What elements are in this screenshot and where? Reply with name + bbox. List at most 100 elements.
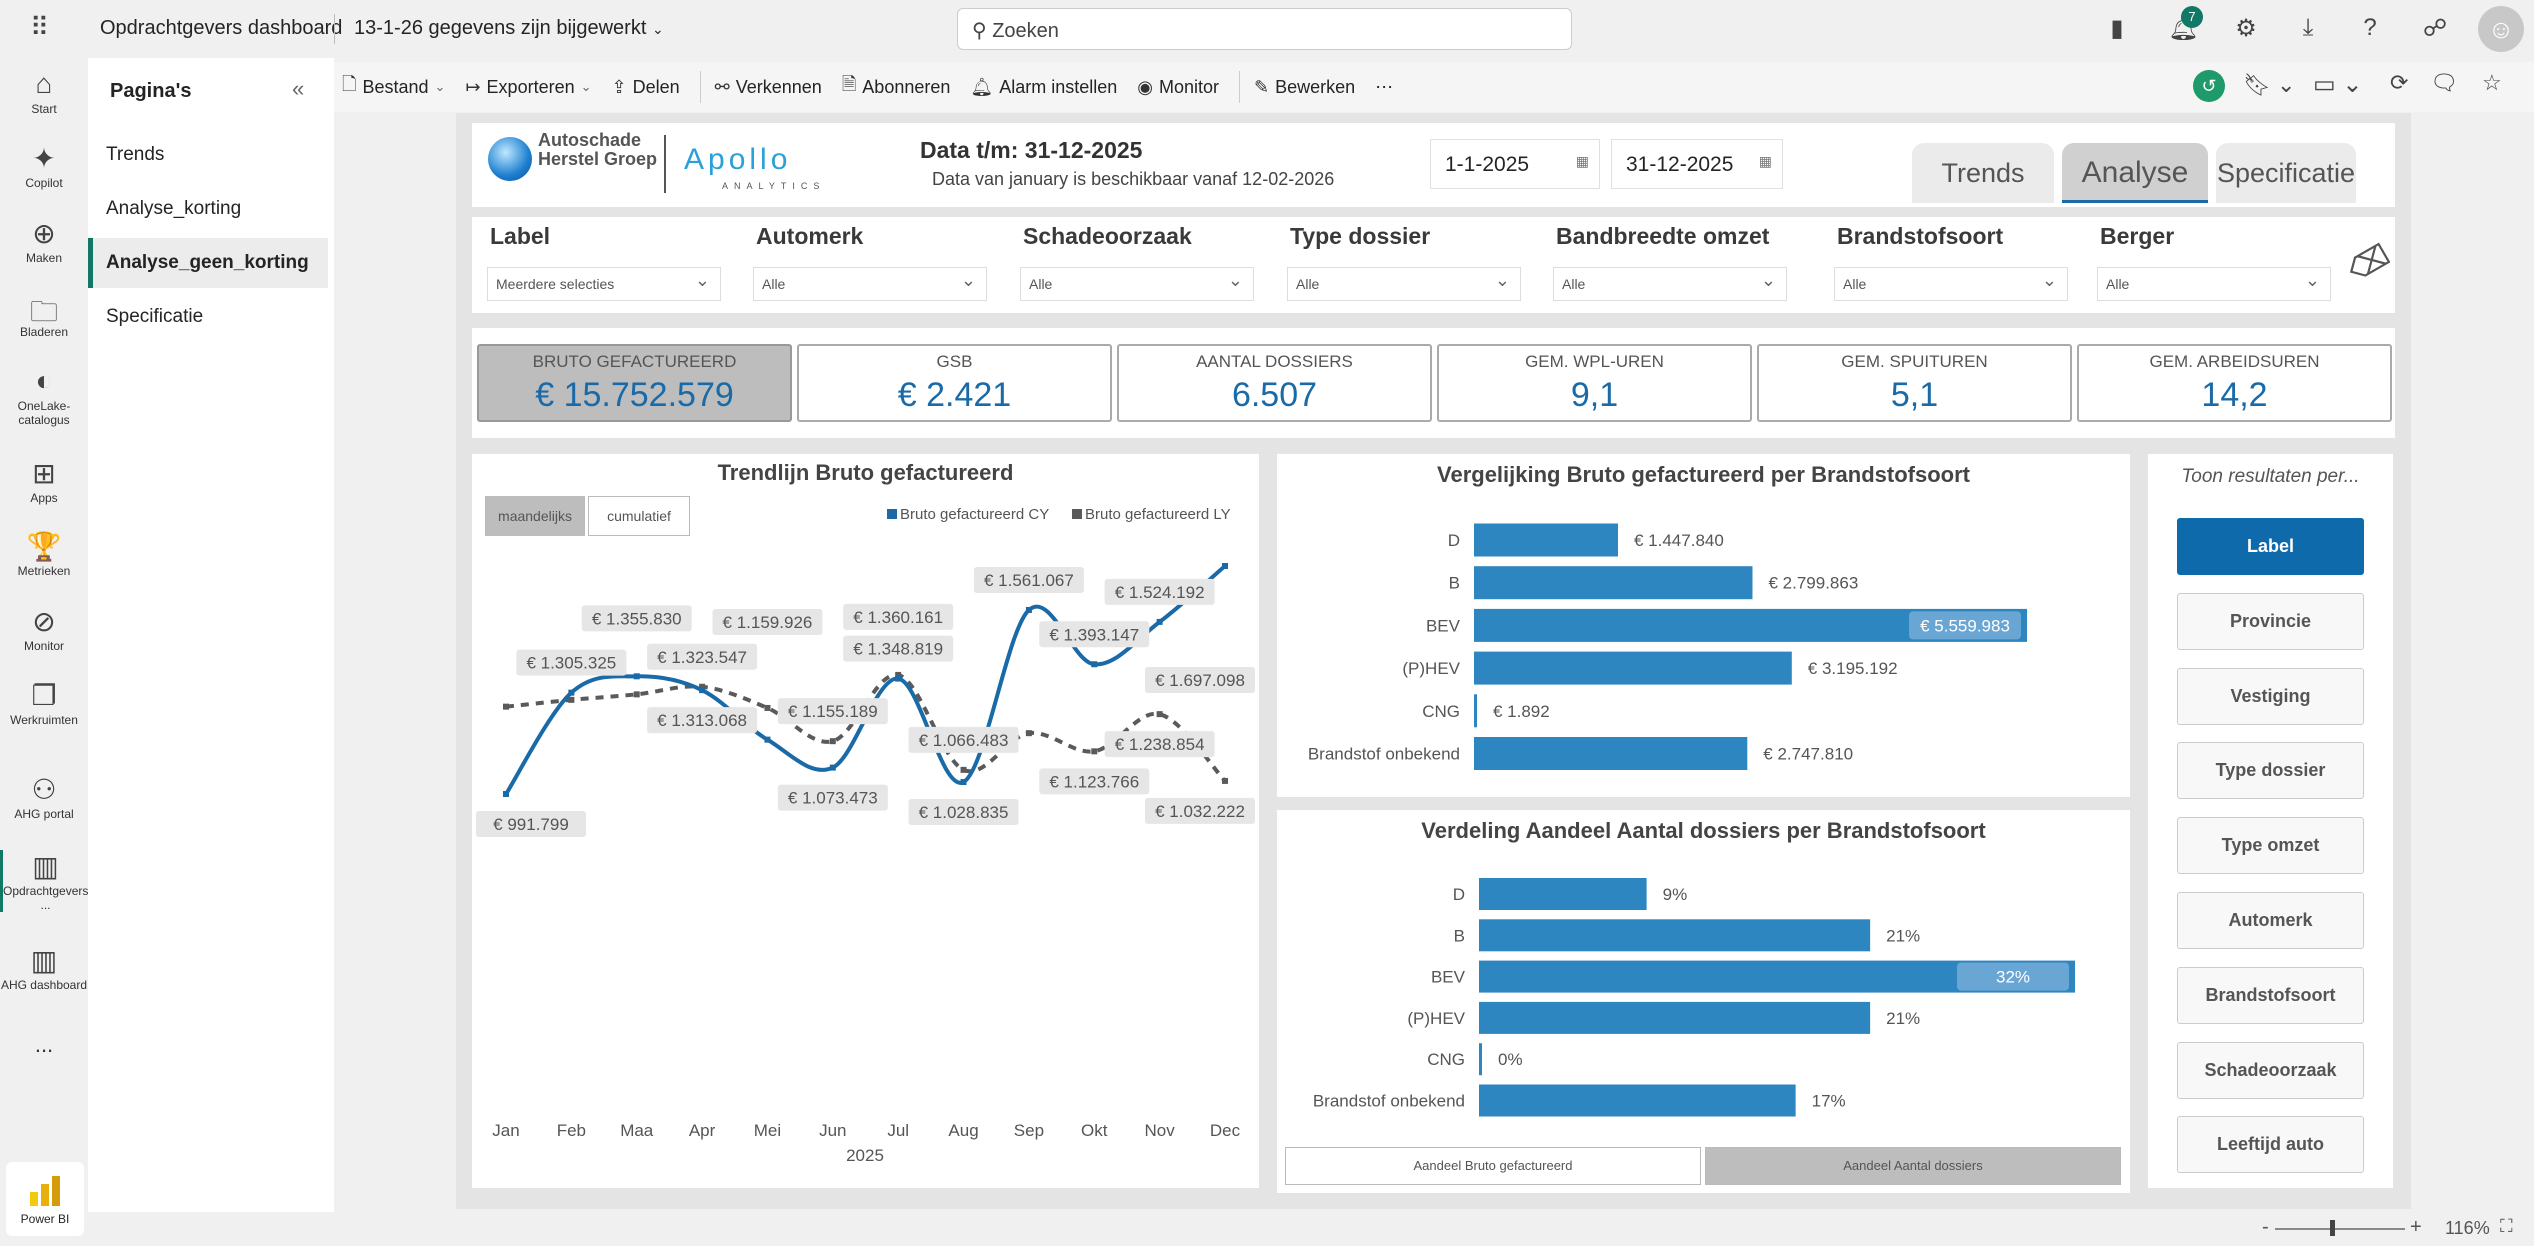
collapse-icon[interactable]: « <box>292 76 305 101</box>
search-input[interactable]: ⚲ Zoeken <box>957 8 1572 50</box>
rail-item-opdrachtgevers-[interactable]: ▥ Opdrachtgevers ... <box>0 850 88 913</box>
zoom-in-button[interactable]: + <box>2410 1216 2422 1238</box>
rail-item-metrieken[interactable]: 🏆 Metrieken <box>0 530 88 578</box>
group-by-automerk-button[interactable]: Automerk <box>2177 892 2364 949</box>
slicer-dropdown-label[interactable]: Meerdere selecties ⌄ <box>487 267 721 301</box>
group-by-type-dossier-button[interactable]: Type dossier <box>2177 742 2364 800</box>
avatar[interactable]: ☺ <box>2478 6 2524 52</box>
slicer-dropdown-automerk[interactable]: Alle ⌄ <box>753 267 987 301</box>
group-by-type-omzet-button[interactable]: Type omzet <box>2177 817 2364 875</box>
tab-specificatie[interactable]: Specificatie <box>2216 143 2356 203</box>
slicer-dropdown-schadeoorzaak[interactable]: Alle ⌄ <box>1020 267 1254 301</box>
toggle-maandelijks[interactable]: maandelijks <box>485 496 585 536</box>
toolbar-verkennen-button[interactable]: ⚯ Verkennen <box>715 77 822 98</box>
app-title[interactable]: Opdrachtgevers dashboard <box>100 17 343 39</box>
bar[interactable] <box>1474 737 1748 770</box>
rail-item-ahg-dashboard[interactable]: ▥ AHG dashboard <box>0 944 88 992</box>
refresh-icon[interactable]: ⟳ <box>2390 70 2409 95</box>
download-icon[interactable]: ⤓ <box>2302 14 2314 41</box>
group-by-label-button[interactable]: Label <box>2177 518 2364 575</box>
more-options-icon[interactable]: ⋯ <box>1375 76 1394 97</box>
help-icon[interactable]: ? <box>2363 14 2377 41</box>
data-point[interactable] <box>503 703 509 710</box>
page-item[interactable]: Trends <box>106 144 165 165</box>
toggle-aandeel-bruto[interactable]: Aandeel Bruto gefactureerd <box>1285 1147 1701 1185</box>
date-to-input[interactable]: 31-12-2025 ▦ <box>1611 139 1783 189</box>
bar[interactable] <box>1474 651 1792 685</box>
gear-icon[interactable]: ⚙ <box>2235 15 2257 42</box>
slicer-dropdown-berger[interactable]: Alle ⌄ <box>2097 267 2331 301</box>
data-point[interactable] <box>764 704 771 711</box>
data-point[interactable] <box>960 779 967 786</box>
group-by-leeftijd-auto-button[interactable]: Leeftijd auto <box>2177 1116 2364 1174</box>
kpi-gem-spuituren[interactable]: GEM. SPUITUREN 5,1 <box>1757 344 2072 422</box>
rail-item-onelake-catalogus[interactable]: ◐ OneLake-catalogus <box>0 365 88 427</box>
data-point[interactable] <box>633 673 640 680</box>
panel-toggle-icon[interactable]: ▮ <box>2110 15 2124 42</box>
toolbar-bewerken-button[interactable]: ✎ Bewerken <box>1254 77 1355 98</box>
zoom-slider-handle[interactable] <box>2330 1220 2335 1236</box>
zoom-slider[interactable] <box>2275 1228 2405 1230</box>
page-item[interactable]: Specificatie <box>106 306 204 327</box>
tab-trends[interactable]: Trends <box>1912 143 2054 203</box>
toolbar-exporteren-button[interactable]: ↦ Exporteren ⌄ <box>465 77 591 98</box>
data-point[interactable] <box>895 671 902 678</box>
rail-item-copilot[interactable]: ✦ Copilot <box>0 142 88 190</box>
comment-icon[interactable]: 🗨︎ <box>2430 70 2458 95</box>
data-point[interactable] <box>1222 563 1228 569</box>
data-point[interactable] <box>829 764 836 771</box>
feedback-icon[interactable]: ☍ <box>2422 15 2448 42</box>
view-icon[interactable]: ▭ ⌄ <box>2313 71 2363 98</box>
rail-item-start[interactable]: ⌂ Start <box>0 68 88 116</box>
update-status[interactable]: 13-1-26 gegevens zijn bijgewerkt ⌄ <box>354 17 664 40</box>
toolbar-bestand-button[interactable]: 🗋 Bestand ⌄ <box>342 72 445 102</box>
rail-item-monitor[interactable]: ⊘ Monitor <box>0 605 88 653</box>
data-point[interactable] <box>699 683 706 690</box>
page-item[interactable]: Analyse_geen_korting <box>88 238 328 288</box>
tab-analyse[interactable]: Analyse <box>2062 143 2208 203</box>
group-by-brandstofsoort-button[interactable]: Brandstofsoort <box>2177 966 2364 1024</box>
bar[interactable] <box>1474 523 1619 557</box>
data-point[interactable] <box>960 766 967 773</box>
data-point[interactable] <box>829 738 836 745</box>
data-point[interactable] <box>699 687 706 694</box>
kpi-aantal-dossiers[interactable]: AANTAL DOSSIERS 6.507 <box>1117 344 1432 422</box>
data-point[interactable] <box>1091 748 1098 755</box>
rail-item-werkruimten[interactable]: ❐ Werkruimten <box>0 679 88 727</box>
rail-item-bladeren[interactable]: 🗀 Bladeren <box>0 291 88 339</box>
kpi-bruto-gefactureerd[interactable]: BRUTO GEFACTUREERD € 15.752.579 <box>477 344 792 422</box>
data-point[interactable] <box>1025 730 1032 737</box>
toolbar-delen-button[interactable]: ⇪ Delen <box>612 77 680 98</box>
slicer-dropdown-brandstofsoort[interactable]: Alle ⌄ <box>1834 267 2068 301</box>
bar[interactable] <box>1479 919 1871 952</box>
rail-item-maken[interactable]: ⊕ Maken <box>0 217 88 265</box>
page-item[interactable]: Analyse_korting <box>106 198 242 219</box>
rail-item-ahg-portal[interactable]: ⚇ AHG portal <box>0 773 88 821</box>
data-point[interactable] <box>1091 661 1098 668</box>
rail-item--[interactable]: ... <box>0 1033 88 1055</box>
data-point[interactable] <box>764 736 771 743</box>
data-point[interactable] <box>633 691 640 698</box>
slicer-dropdown-type-dossier[interactable]: Alle ⌄ <box>1287 267 1521 301</box>
bar[interactable] <box>1479 878 1647 910</box>
data-point[interactable] <box>1156 711 1163 718</box>
bar[interactable] <box>1479 1043 1482 1076</box>
data-point[interactable] <box>568 696 575 703</box>
date-from-input[interactable]: 1-1-2025 ▦ <box>1430 139 1600 189</box>
data-point[interactable] <box>568 689 575 696</box>
toolbar-abonneren-button[interactable]: 🗎 Abonneren <box>842 72 951 102</box>
rail-item-apps[interactable]: ⊞ Apps <box>0 457 88 505</box>
data-point[interactable] <box>1156 618 1163 625</box>
favorite-star-icon[interactable]: ☆ <box>2482 70 2502 95</box>
group-by-provincie-button[interactable]: Provincie <box>2177 592 2364 650</box>
kpi-gsb[interactable]: GSB € 2.421 <box>797 344 1112 422</box>
kpi-gem-arbeidsuren[interactable]: GEM. ARBEIDSUREN 14,2 <box>2077 344 2392 422</box>
data-point[interactable] <box>503 791 509 797</box>
app-launcher-icon[interactable]: ⠿ <box>30 12 50 42</box>
reset-icon[interactable]: ↺ <box>2193 70 2225 102</box>
toggle-cumulatief[interactable]: cumulatief <box>588 496 690 536</box>
group-by-schadeoorzaak-button[interactable]: Schadeoorzaak <box>2177 1041 2364 1099</box>
bar[interactable] <box>1479 1084 1796 1117</box>
powerbi-switcher[interactable]: Power BI <box>6 1162 84 1236</box>
slicer-dropdown-bandbreedte-omzet[interactable]: Alle ⌄ <box>1553 267 1787 301</box>
